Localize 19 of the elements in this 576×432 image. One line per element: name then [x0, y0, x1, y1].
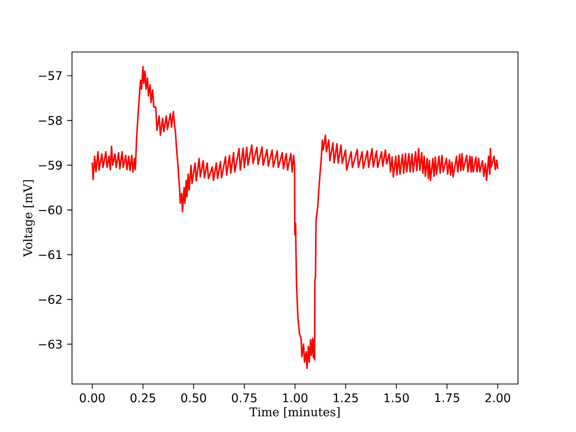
x-tick-label: 1.75: [435, 393, 460, 402]
y-tick-label: −61: [38, 250, 62, 260]
x-tick-label: 1.25: [334, 393, 358, 402]
x-tick-label: 2.00: [485, 393, 510, 402]
x-tick-label: 0.50: [181, 393, 206, 402]
y-tick-label: −62: [38, 294, 62, 304]
y-tick-label: −59: [38, 160, 62, 170]
x-axis-title: Time [minutes]: [250, 407, 340, 418]
y-axis-title: Voltage [mV]: [23, 180, 35, 257]
x-tick-label: 1.50: [384, 393, 409, 402]
y-tick-label: −58: [38, 116, 62, 125]
x-tick-label: 1.00: [283, 393, 308, 402]
x-tick-label: 0.25: [130, 393, 156, 402]
x-tick-label: 0.00: [80, 393, 105, 402]
x-tick-label: 0.75: [232, 393, 256, 402]
line-series: [92, 66, 498, 370]
y-tick-label: −60: [38, 205, 62, 214]
y-tick-label: −57: [38, 71, 62, 80]
y-tick-label: −63: [38, 340, 62, 349]
